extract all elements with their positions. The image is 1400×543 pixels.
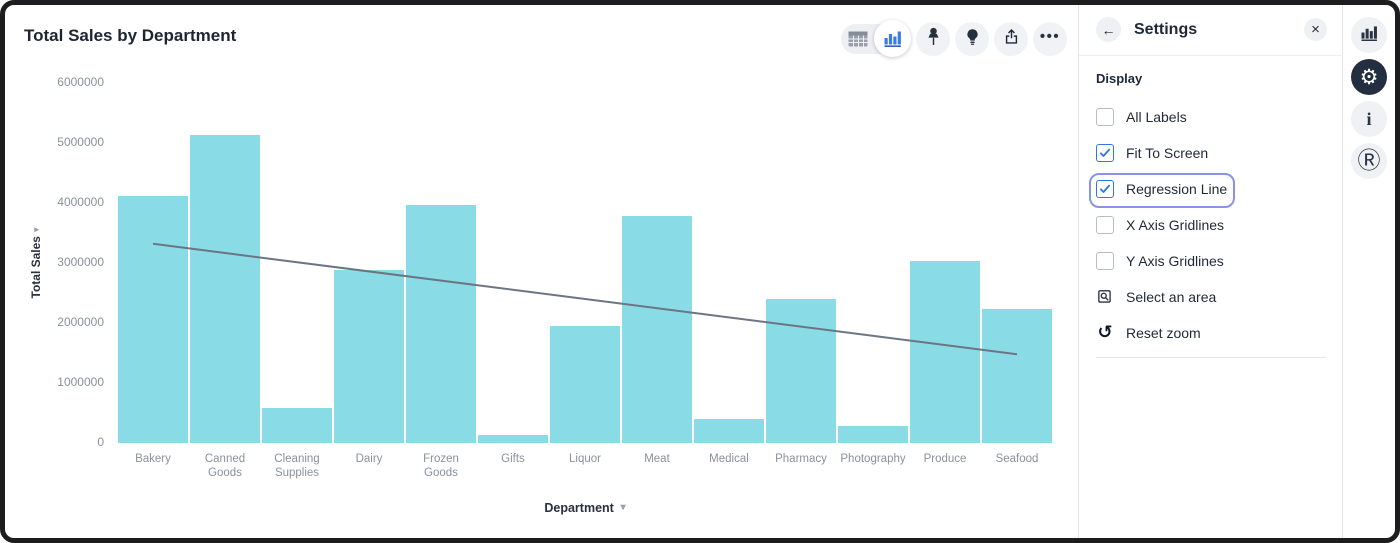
checkbox-regression-line[interactable] bbox=[1096, 180, 1114, 198]
checkbox-label-regression-line: Regression Line bbox=[1126, 181, 1228, 197]
checkbox-label-all-labels: All Labels bbox=[1126, 109, 1187, 125]
y-tick-label: 6000000 bbox=[57, 75, 104, 89]
bar-cleaning-supplies[interactable] bbox=[262, 408, 332, 443]
select-area-icon bbox=[1096, 288, 1114, 306]
y-axis-ticks: 0 1000000 2000000 3000000 4000000 5000000 6000… bbox=[38, 75, 104, 449]
panel-divider bbox=[1096, 357, 1326, 358]
bar-chart-icon bbox=[1361, 25, 1378, 46]
checkbox-fit-to-screen[interactable] bbox=[1096, 144, 1114, 162]
settings-panel-header: ← Settings × bbox=[1079, 4, 1342, 56]
y-tick-label: 0 bbox=[97, 435, 104, 449]
reset-zoom-icon: ↺ bbox=[1097, 322, 1113, 343]
bar-canned-goods[interactable] bbox=[190, 135, 260, 443]
bar-produce[interactable] bbox=[910, 261, 980, 443]
checkbox-label-fit-to-screen: Fit To Screen bbox=[1126, 145, 1209, 161]
select-area-button[interactable]: Select an area bbox=[1096, 279, 1326, 315]
x-axis-title[interactable]: Department ▾ bbox=[544, 501, 626, 515]
checkbox-label-x-axis-gridlines: X Axis Gridlines bbox=[1126, 217, 1225, 233]
settings-rail-button[interactable]: ⚙ bbox=[1351, 59, 1387, 95]
bar-medical[interactable] bbox=[694, 419, 764, 443]
y-tick-label: 5000000 bbox=[57, 135, 104, 149]
r-logo-icon: Ⓡ bbox=[1357, 147, 1381, 174]
view-toggle[interactable] bbox=[841, 20, 911, 57]
checkbox-x-axis-gridlines[interactable] bbox=[1096, 216, 1114, 234]
x-tick-label: Seafood bbox=[995, 453, 1039, 465]
x-tick-label: Medical bbox=[709, 453, 749, 465]
side-icon-rail: ⚙ i Ⓡ bbox=[1342, 4, 1395, 539]
share-button[interactable] bbox=[994, 22, 1028, 56]
bar-chart-plot[interactable] bbox=[117, 83, 1053, 443]
bar-meat[interactable] bbox=[622, 216, 692, 443]
bar-dairy[interactable] bbox=[334, 270, 404, 443]
chart-toolbar: ••• bbox=[841, 20, 1067, 57]
x-axis-ticks: Bakery Canned Goods Cleaning Supplies Dairy… bbox=[117, 452, 1053, 494]
x-tick-label: Meat bbox=[644, 453, 670, 465]
x-tick-label: Produce bbox=[923, 453, 967, 465]
y-tick-label: 1000000 bbox=[57, 375, 104, 389]
y-tick-label: 2000000 bbox=[57, 315, 104, 329]
x-tick-label: Dairy bbox=[355, 453, 383, 465]
bar-liquor[interactable] bbox=[550, 326, 620, 443]
settings-panel: ← Settings × Display All Labels Fit To Sc… bbox=[1078, 4, 1342, 539]
checkbox-y-axis-gridlines[interactable] bbox=[1096, 252, 1114, 270]
select-area-label: Select an area bbox=[1126, 289, 1217, 305]
reset-zoom-button[interactable]: ↺ Reset zoom bbox=[1096, 315, 1326, 351]
info-icon: i bbox=[1366, 108, 1372, 129]
x-tick-label: Liquor bbox=[569, 453, 601, 465]
back-button[interactable]: ← bbox=[1096, 17, 1121, 42]
checkbox-row-regression-line[interactable]: Regression Line bbox=[1089, 171, 1326, 208]
table-view-icon[interactable] bbox=[848, 31, 868, 52]
visualization-rail-button[interactable] bbox=[1351, 17, 1387, 53]
bar-photography[interactable] bbox=[838, 426, 908, 443]
regression-line bbox=[152, 242, 1018, 356]
settings-panel-title: Settings bbox=[1134, 20, 1198, 38]
bar-bakery[interactable] bbox=[118, 196, 188, 443]
y-tick-label: 4000000 bbox=[57, 195, 104, 209]
x-tick-label: Bakery bbox=[135, 453, 171, 465]
pin-button[interactable] bbox=[916, 22, 950, 56]
back-arrow-icon: ← bbox=[1101, 21, 1116, 38]
bar-gifts[interactable] bbox=[478, 435, 548, 443]
x-tick-label: Cleaning Supplies bbox=[274, 453, 320, 479]
x-tick-label: Frozen Goods bbox=[423, 453, 459, 479]
checkbox-all-labels[interactable] bbox=[1096, 108, 1114, 126]
share-icon bbox=[1002, 27, 1021, 51]
reset-zoom-label: Reset zoom bbox=[1126, 325, 1201, 341]
close-icon: × bbox=[1311, 21, 1320, 38]
r-console-rail-button[interactable]: Ⓡ bbox=[1351, 143, 1387, 179]
close-button[interactable]: × bbox=[1304, 18, 1327, 41]
checkbox-row-all-labels[interactable]: All Labels bbox=[1096, 99, 1326, 135]
gear-icon: ⚙ bbox=[1359, 64, 1379, 89]
bar-seafood[interactable] bbox=[982, 309, 1052, 443]
ellipsis-icon: ••• bbox=[1039, 27, 1061, 45]
bar-frozen-goods[interactable] bbox=[406, 205, 476, 443]
checkbox-label-y-axis-gridlines: Y Axis Gridlines bbox=[1126, 253, 1224, 269]
x-tick-label: Canned Goods bbox=[204, 453, 246, 479]
lightbulb-icon bbox=[963, 27, 982, 52]
x-tick-label: Photography bbox=[840, 453, 906, 465]
display-options-list: All Labels Fit To Screen Regression Line X … bbox=[1089, 99, 1326, 279]
insights-button[interactable] bbox=[955, 22, 989, 56]
info-rail-button[interactable]: i bbox=[1351, 101, 1387, 137]
checkbox-row-x-axis-gridlines[interactable]: X Axis Gridlines bbox=[1096, 207, 1326, 243]
chart-title: Total Sales by Department bbox=[24, 26, 237, 45]
x-tick-label: Gifts bbox=[501, 453, 525, 465]
y-tick-label: 3000000 bbox=[57, 255, 104, 269]
checkbox-row-y-axis-gridlines[interactable]: Y Axis Gridlines bbox=[1096, 243, 1326, 279]
pin-icon bbox=[926, 27, 941, 51]
x-tick-label: Pharmacy bbox=[775, 453, 827, 465]
checkbox-row-fit-to-screen[interactable]: Fit To Screen bbox=[1096, 135, 1326, 171]
more-options-button[interactable]: ••• bbox=[1033, 22, 1067, 56]
bar-chart-view-icon[interactable] bbox=[874, 20, 911, 57]
x-axis-caret-icon: ▾ bbox=[617, 502, 626, 513]
display-section-title: Display bbox=[1096, 71, 1143, 86]
